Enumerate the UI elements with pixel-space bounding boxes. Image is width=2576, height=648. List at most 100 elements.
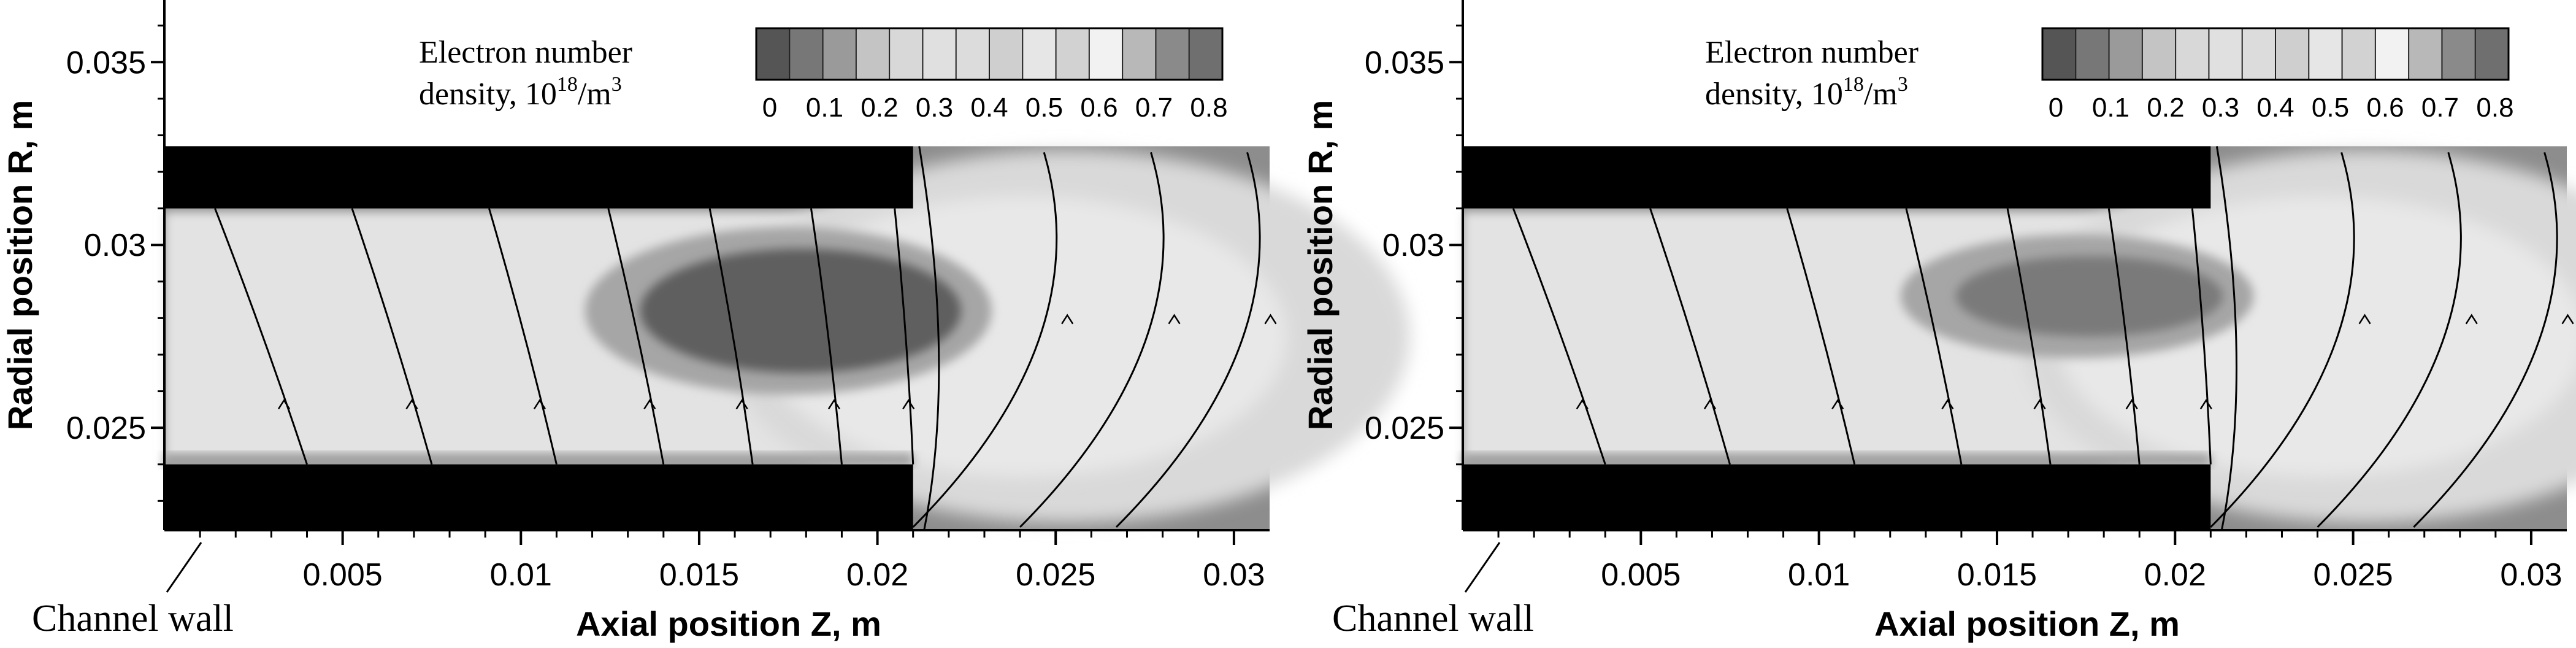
field-line-arrow	[2199, 399, 2212, 410]
colorbar-title-line1: Electron number	[1705, 35, 1919, 70]
field-line-arrow	[902, 399, 915, 410]
plume-field-line	[1115, 152, 1261, 528]
plume-field-line	[912, 152, 1058, 528]
x-axis-title: Axial position Z, m	[576, 604, 881, 643]
colorbar-tick-label: 0.1	[2092, 93, 2129, 123]
channel-wall-label: Channel wall	[32, 598, 234, 639]
field-line-arrow	[2125, 399, 2138, 410]
x-tick-label: 0.025	[2313, 557, 2393, 593]
colorbar-tick-label: 0.1	[806, 93, 843, 123]
density-peak	[1955, 256, 2223, 337]
colorbar-swatch	[2241, 28, 2277, 80]
colorbar-tick-label: 0.3	[2202, 93, 2239, 123]
colorbar-tick-label: 0.7	[1135, 93, 1173, 123]
colorbar-swatch	[1188, 28, 1224, 80]
field-lines	[1512, 146, 2574, 531]
colorbar-title-exp: 18	[557, 73, 578, 96]
field-line-arrow	[735, 399, 748, 410]
colorbar-title-unit: /m	[578, 77, 611, 112]
colorbar-swatch	[2441, 28, 2477, 80]
colorbar-tick-label: 0.8	[1190, 93, 1227, 123]
colorbar-swatch	[1155, 28, 1190, 80]
field-line	[810, 208, 843, 465]
y-axis-title: Radial position R, m	[1, 100, 39, 430]
plume-field-line	[2317, 152, 2462, 528]
colorbar-tick-label: 0.5	[1025, 93, 1063, 123]
colorbar-swatch	[855, 28, 891, 80]
colorbar-swatch	[2308, 28, 2344, 80]
field-line	[607, 208, 665, 465]
density-field	[164, 146, 1410, 530]
colorbar-swatch	[2474, 28, 2510, 80]
colorbar-title-exp: 18	[1843, 73, 1864, 96]
plume-field-line-arrow	[2465, 314, 2478, 325]
colorbar-swatch	[2108, 28, 2144, 80]
plume-field-line	[2210, 152, 2355, 528]
field-line-arrow	[277, 399, 291, 410]
colorbar-frame	[755, 27, 1224, 81]
channel-wall-leader	[1464, 542, 1501, 593]
colorbar: 0 0.1 0.2 0.3 0.4 0.5 0.6 0.7 0.8 Electron number…	[1705, 27, 2514, 123]
colorbar-swatch	[2275, 28, 2310, 80]
field-line	[2006, 208, 2052, 465]
colorbar-swatch	[1122, 28, 1157, 80]
field-line	[1512, 208, 1606, 465]
field-line	[214, 208, 308, 465]
colorbar-tick-label: 0.7	[2421, 93, 2459, 123]
x-tick-label: 0.02	[846, 557, 908, 593]
x-tick-label: 0.015	[1957, 557, 2037, 593]
plume-field-line-arrow	[2358, 314, 2371, 325]
colorbar-swatch	[1022, 28, 1057, 80]
plume-field-line-arrow	[1061, 314, 1074, 325]
colorbar-title-unit-exp: 3	[611, 73, 622, 96]
colorbar-tick-label: 0.3	[916, 93, 953, 123]
x-tick-label: 0.005	[303, 557, 383, 593]
x-tick-label: 0.03	[2500, 557, 2562, 593]
colorbar-swatch	[1055, 28, 1091, 80]
panel-2: 0.025 0.03 0.035 0.005 0.01 0.015 0.02 0.025 0.0…	[1301, 0, 2576, 643]
colorbar-swatch	[2374, 28, 2410, 80]
x-tick-label: 0.005	[1601, 557, 1681, 593]
exit-field-line	[2215, 146, 2237, 531]
colorbar-title-prefix: density, 10	[419, 77, 557, 112]
plume-field-line-arrow	[1264, 314, 1277, 325]
field-line	[1786, 208, 1856, 465]
field-line-arrow	[405, 399, 418, 410]
wall-sheath	[164, 453, 913, 467]
field-line	[894, 208, 914, 465]
y-axis-title: Radial position R, m	[1301, 100, 1340, 430]
colorbar-swatch	[955, 28, 991, 80]
colorbar-swatch	[2141, 28, 2177, 80]
field-line-arrow	[1941, 399, 1954, 410]
plume-field-line	[1019, 152, 1165, 528]
colorbar-tick-label: 0	[762, 93, 777, 123]
channel-wall-outer	[164, 146, 913, 209]
colorbar: 0 0.1 0.2 0.3 0.4 0.5 0.6 0.7 0.8 Electron number…	[419, 27, 1228, 123]
channel-wall-label: Channel wall	[1332, 598, 1534, 639]
plume-field-line-arrow	[2561, 314, 2574, 325]
x-axis-title: Axial position Z, m	[1874, 604, 2180, 643]
colorbar-tick-label: 0.4	[2256, 93, 2294, 123]
x-tick-label: 0.02	[2144, 557, 2206, 593]
field-line	[708, 208, 754, 465]
channel-wall-inner	[1463, 464, 2211, 530]
x-tick-label: 0.01	[1788, 557, 1850, 593]
field-line-arrow	[643, 399, 656, 410]
colorbar-swatch	[2341, 28, 2377, 80]
wall-sheath	[1463, 453, 2211, 467]
colorbar-swatch	[922, 28, 957, 80]
colorbar-tick-label: 0.5	[2312, 93, 2349, 123]
colorbar-title-unit-exp: 3	[1898, 73, 1908, 96]
y-tick-label: 0.03	[1382, 228, 1444, 263]
colorbar-frame	[2041, 27, 2510, 81]
colorbar-swatch	[989, 28, 1024, 80]
field-line-arrow	[827, 399, 841, 410]
density-peak	[640, 249, 961, 373]
colorbar-swatch	[756, 28, 791, 80]
colorbar-swatch	[2175, 28, 2210, 80]
colorbar-title-prefix: density, 10	[1705, 77, 1843, 112]
colorbar-swatch	[789, 28, 824, 80]
colorbar-tick-label: 0.4	[970, 93, 1008, 123]
colorbar-swatch	[2408, 28, 2443, 80]
